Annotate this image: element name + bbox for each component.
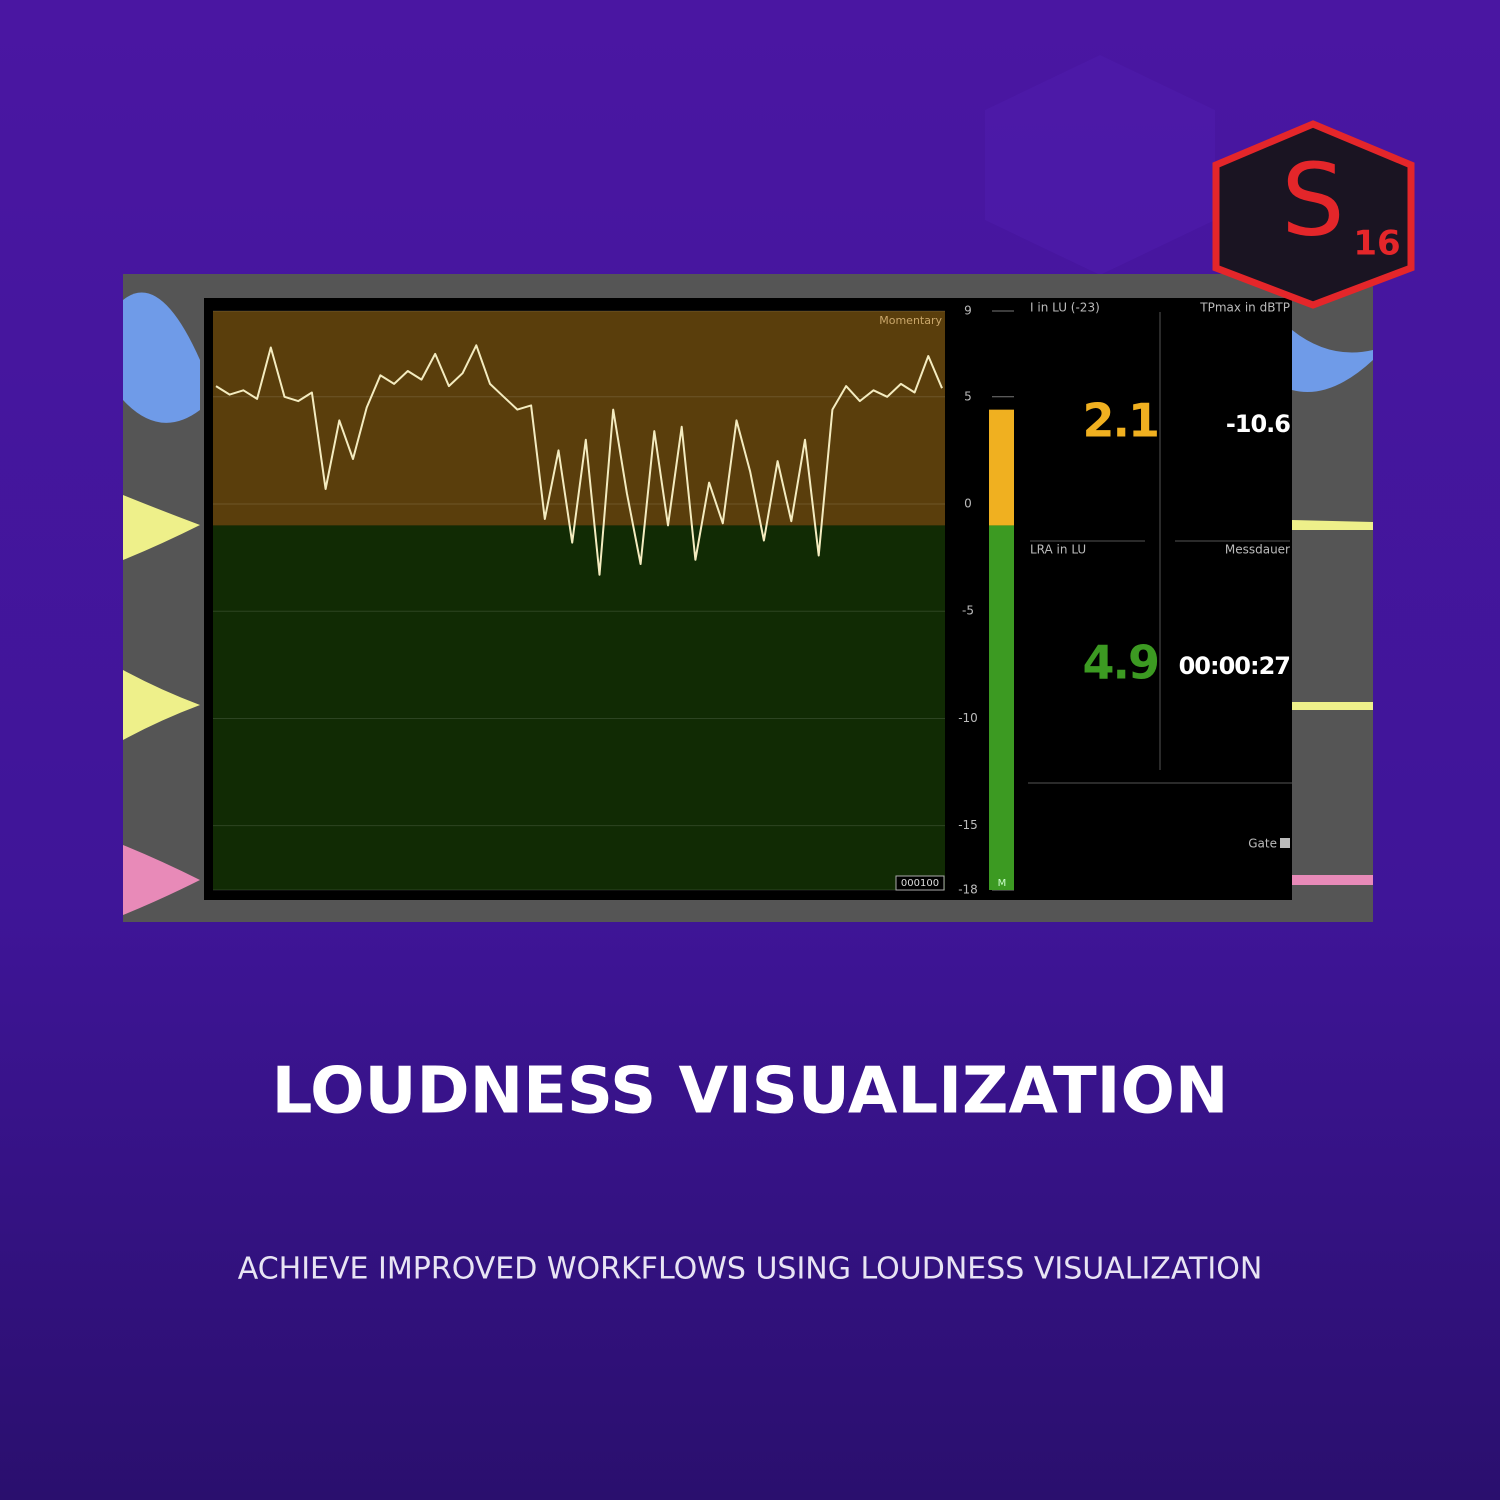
wave-pink	[123, 845, 200, 915]
scale-label: -5	[962, 604, 974, 618]
graph-label: Momentary	[879, 314, 942, 327]
meter: 9 5 0 -5 -10 -15 -18	[213, 304, 1014, 897]
gate-indicator	[1280, 838, 1290, 848]
wave-yellow	[1292, 702, 1373, 710]
gate-label: Gate	[1248, 837, 1277, 851]
readout-label: Messdauer	[1225, 543, 1290, 557]
level-lower	[989, 525, 1014, 890]
wave-pink	[1292, 875, 1373, 885]
scale-label: 9	[964, 304, 972, 318]
readout-value: 2.1	[1083, 394, 1159, 448]
channel: M	[998, 878, 1007, 889]
scale-label: 0	[964, 497, 972, 511]
readout-value: 4.9	[1083, 636, 1159, 690]
scale-label: -15	[958, 818, 978, 832]
logo-version: 16	[1353, 224, 1400, 264]
zone-lower	[213, 525, 945, 890]
counter: 000100	[901, 878, 939, 889]
bg-hex	[985, 55, 1215, 275]
logo-letter: S	[1281, 141, 1344, 258]
scale-label: 5	[964, 389, 972, 403]
readout-value: -10.6	[1226, 410, 1290, 438]
scale-label: -10	[958, 711, 978, 725]
readout-label: LRA in LU	[1030, 543, 1086, 557]
readout-label: I in LU (-23)	[1030, 301, 1100, 315]
scale-label: -18	[958, 883, 978, 897]
subtitle: ACHIEVE IMPROVED WORKFLOWS USING LOUDNES…	[238, 1252, 1263, 1287]
wave-yellow	[123, 495, 200, 560]
wave-blue	[1292, 330, 1373, 392]
counter-box	[895, 875, 945, 891]
logo: S 16	[1212, 120, 1415, 309]
wave-blue	[123, 292, 200, 423]
level-upper	[989, 409, 1014, 526]
readout-label: TPmax in dBTP	[1199, 301, 1290, 315]
wave-yellow	[1292, 520, 1373, 530]
headline: LOUDNESS VISUALIZATION	[272, 1055, 1229, 1129]
momentary-line	[215, 344, 943, 576]
readouts: I in LU (-23) 2.1 TPmax in dBTP -10.6 LR…	[1028, 301, 1292, 851]
wave-yellow	[123, 670, 200, 740]
logo-hex	[1212, 120, 1415, 309]
readout-value: 00:00:27	[1179, 652, 1290, 680]
waveform-shapes	[123, 292, 1373, 915]
